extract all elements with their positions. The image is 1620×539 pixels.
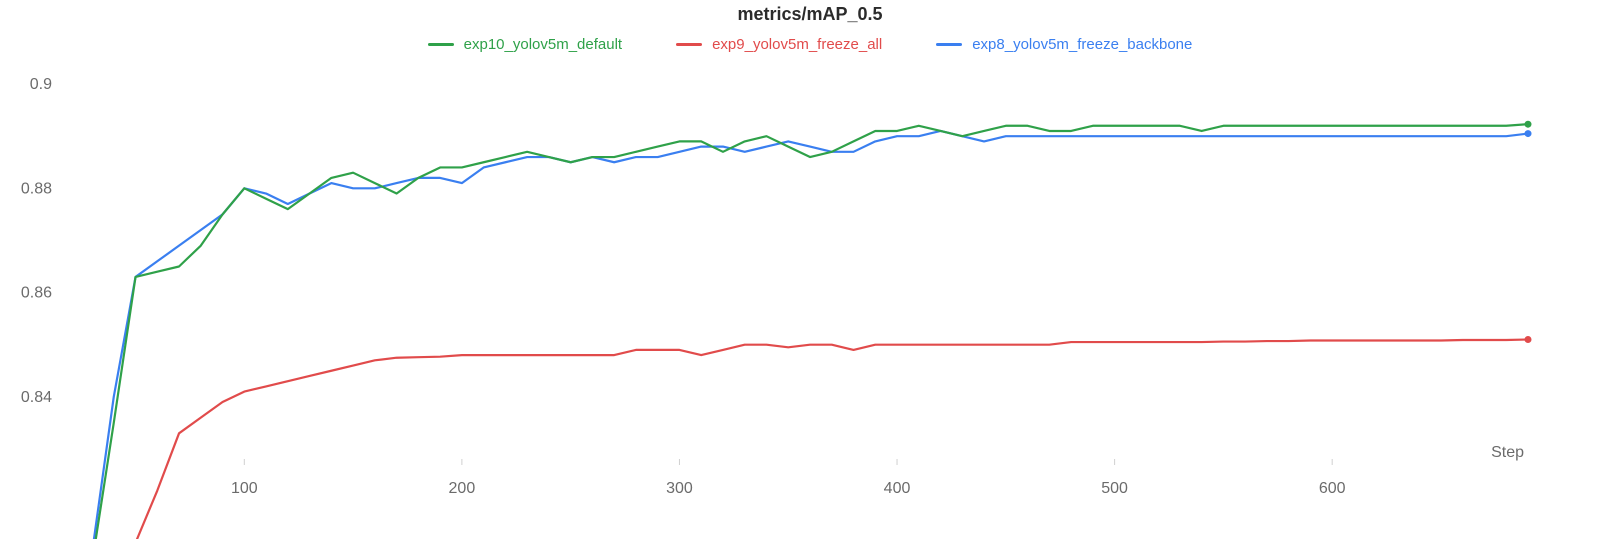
series-endpoint-exp9_freeze_all [1525,336,1532,343]
x-tick-label: 500 [1101,480,1128,497]
series-endpoint-exp10_default [1525,121,1532,128]
y-tick-label: 0.86 [21,285,52,302]
x-tick-label: 200 [449,480,476,497]
y-tick-label: 0.84 [21,389,52,406]
series-line-exp8_freeze_backbone [92,131,1528,539]
x-tick-label: 400 [884,480,911,497]
plot-area: 0.84 0.86 0.88 0.9 100 200 300 400 500 600 Step [0,0,1620,539]
y-tick-label: 0.88 [21,180,52,197]
map-chart: metrics/mAP_0.5 exp10_yolov5m_default ex… [0,0,1620,539]
y-tick-label: 0.9 [30,76,52,93]
series-endpoint-exp8_freeze_backbone [1525,130,1532,137]
x-axis-label: Step [1491,444,1524,461]
x-tick-label: 100 [231,480,258,497]
series-line-exp9_freeze_all [136,339,1528,539]
x-tick-label: 600 [1319,480,1346,497]
series-line-exp10_default [92,124,1528,539]
x-tick-label: 300 [666,480,693,497]
